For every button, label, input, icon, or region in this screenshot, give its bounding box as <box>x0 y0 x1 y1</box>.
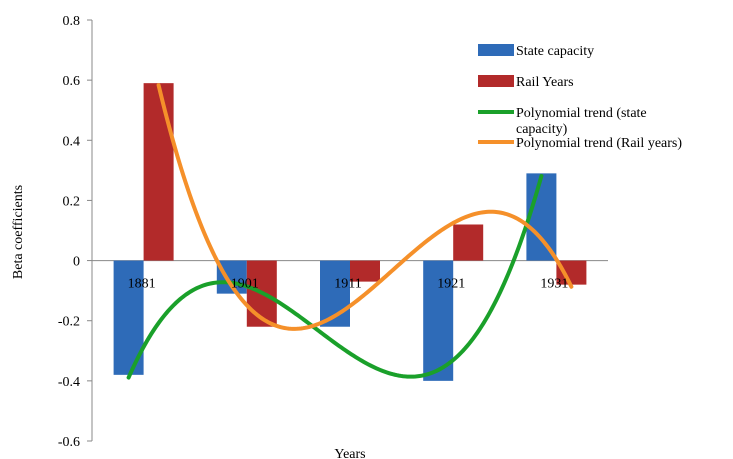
y-axis-ticks: 0.8 0.6 0.4 0.2 0 -0.2 -0.4 -0.6 <box>58 14 92 450</box>
y-tick-label: 0 <box>73 255 80 270</box>
bar-state-capacity-1921 <box>423 260 454 381</box>
legend-state-capacity: State capacity <box>478 44 594 59</box>
trendline-state-capacity <box>126 174 544 380</box>
legend-rail-years-swatch <box>478 75 514 87</box>
bar-rail-years-1881 <box>143 83 174 261</box>
legend-rail-years-text: Rail Years <box>516 75 574 90</box>
bar-rail-years-1911 <box>350 260 380 282</box>
legend-rail-years: Rail Years <box>478 75 574 90</box>
bar-rail-years-1921 <box>453 224 484 261</box>
y-tick-label: 0.6 <box>63 74 81 89</box>
legend-state-capacity-text: State capacity <box>516 44 594 59</box>
legend-trend-rail-years: Polynomial trend (Rail years) <box>478 136 682 151</box>
x-tick-label-1931: 1931 <box>540 277 568 292</box>
trendline-rail-years <box>156 83 574 331</box>
y-tick-label: -0.6 <box>58 435 80 450</box>
legend: State capacity Rail Years Polynomial trend… <box>478 44 682 151</box>
x-tick-label-1881: 1881 <box>128 277 156 292</box>
legend-trend-rail-years-text: Polynomial trend (Rail years) <box>516 136 682 151</box>
category-labels: 1881 1901 1911 1921 1931 <box>128 277 569 292</box>
legend-state-capacity-swatch <box>478 44 514 56</box>
y-tick-label: 0.2 <box>63 194 81 209</box>
y-tick-label: 0.8 <box>63 14 81 29</box>
x-tick-label-1911: 1911 <box>334 277 361 292</box>
legend-trend-state-capacity-text: capacity) <box>516 122 568 137</box>
x-tick-label-1921: 1921 <box>437 277 465 292</box>
bar-state-capacity-1931 <box>526 173 557 261</box>
y-tick-label: 0.4 <box>63 134 81 149</box>
x-axis-label: Years <box>334 447 365 459</box>
bars <box>113 83 587 381</box>
y-tick-label: -0.2 <box>58 315 80 330</box>
legend-trend-state-capacity-text: Polynomial trend (state <box>516 106 647 121</box>
x-tick-label-1901: 1901 <box>231 277 259 292</box>
y-axis-label: Beta coefficients <box>11 185 26 279</box>
y-tick-label: -0.4 <box>58 375 80 390</box>
trendlines <box>126 83 574 380</box>
